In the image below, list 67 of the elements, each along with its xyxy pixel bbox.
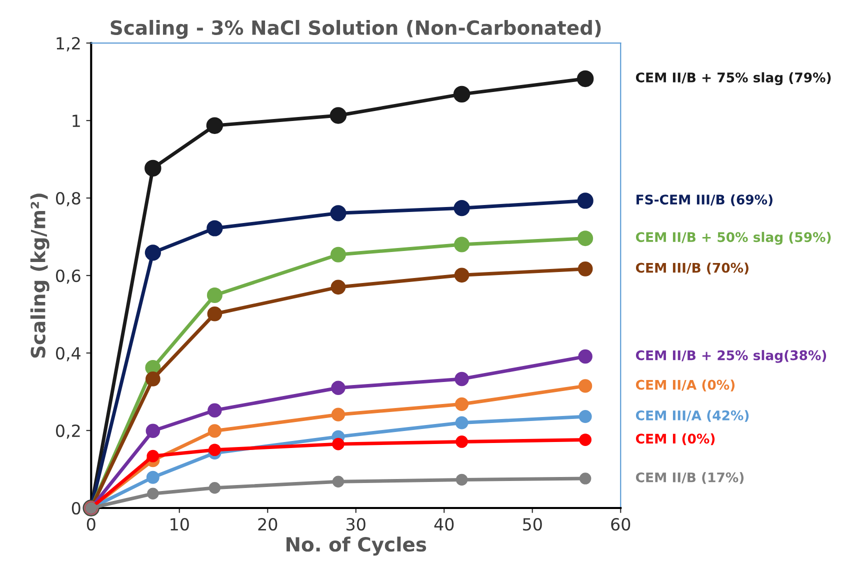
point	[146, 450, 160, 462]
point	[208, 482, 221, 494]
y-tick-label: 1	[72, 114, 80, 127]
point	[576, 70, 594, 88]
x-tick-label: 40	[434, 518, 454, 531]
point	[456, 474, 468, 486]
point	[577, 192, 594, 209]
point	[578, 349, 592, 364]
point	[330, 107, 347, 124]
y-tick-label: 0	[72, 502, 80, 515]
point	[455, 416, 468, 430]
x-tick-label: 60	[611, 518, 630, 531]
point	[332, 476, 344, 488]
x-axis-title: No. of Cycles	[286, 536, 426, 556]
text: CEM III/A (42%)	[636, 410, 749, 422]
point	[578, 379, 592, 393]
point	[578, 262, 593, 276]
point	[144, 160, 162, 177]
chart-title: Scaling - 3% NaCl Solution (Non-Carbonated)	[110, 20, 601, 39]
text: CEM III/B (70%)	[636, 262, 748, 274]
point	[453, 86, 470, 103]
point	[331, 380, 346, 395]
x-tick-label: 0	[86, 518, 96, 531]
y-tick-label: 0,8	[56, 192, 80, 206]
text: CEM II/B + 25% slag(38%)	[636, 350, 826, 363]
point	[330, 280, 346, 295]
point	[208, 424, 222, 438]
point	[578, 230, 594, 246]
point	[207, 306, 222, 322]
x-tick-label: 20	[258, 518, 278, 531]
point	[454, 372, 469, 386]
y-tick-label: 0,6	[56, 269, 80, 284]
point	[454, 236, 470, 252]
point	[332, 438, 344, 450]
text: CEM II/B + 75% slag (79%)	[636, 72, 831, 86]
text: CEM II/A (0%)	[636, 380, 735, 392]
point	[208, 403, 222, 418]
point	[454, 200, 470, 216]
text: FS-CEM III/B (69%)	[636, 194, 772, 206]
point	[206, 288, 222, 304]
point	[331, 408, 346, 422]
x-tick-label: 10	[170, 518, 189, 531]
text: CEM II/B (17%)	[636, 472, 744, 484]
point	[579, 472, 592, 484]
text: CEM I (0%)	[636, 433, 715, 446]
y-axis-title: Scaling (kg/m²)	[30, 194, 50, 358]
y-tick-label: 0,2	[56, 424, 80, 439]
text: CEM II/B + 50% slag (59%)	[636, 232, 831, 245]
point	[146, 424, 160, 438]
point	[206, 117, 224, 134]
point	[206, 220, 223, 236]
point	[578, 410, 592, 424]
point	[454, 268, 470, 283]
x-tick-label: 30	[346, 518, 366, 531]
point	[146, 470, 160, 484]
y-tick-label: 0,4	[56, 346, 80, 362]
x-tick-label: 50	[523, 518, 542, 531]
point	[456, 436, 468, 448]
point	[330, 205, 346, 222]
point	[454, 397, 469, 411]
point	[147, 488, 159, 500]
point	[579, 434, 592, 446]
point	[208, 444, 221, 456]
point	[330, 246, 346, 262]
point	[145, 372, 160, 386]
y-tick-label: 1,2	[56, 37, 80, 52]
point	[144, 244, 161, 261]
